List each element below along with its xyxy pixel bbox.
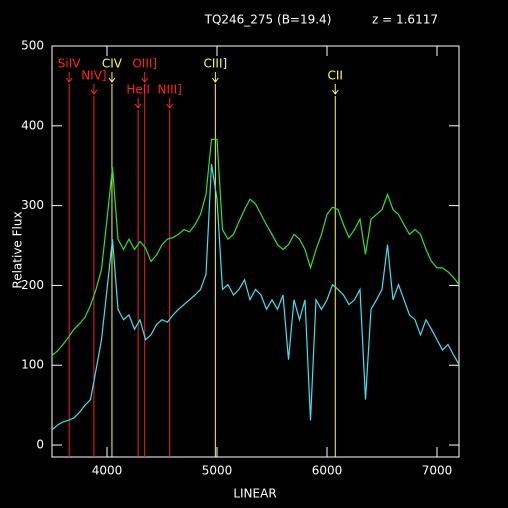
line-arrow: [331, 84, 339, 95]
y-tick-label: 300: [21, 198, 44, 212]
line-label: NIV]: [81, 69, 106, 83]
y-tick-label: 0: [36, 438, 44, 452]
y-tick-label: 400: [21, 118, 44, 132]
y-tick-label: 100: [21, 358, 44, 372]
series-line: [51, 164, 460, 431]
chart-subtitle: z = 1.6117: [372, 13, 438, 27]
y-tick-label: 200: [21, 278, 44, 292]
line-label: NIII]: [158, 83, 182, 97]
x-tick-label: 6000: [312, 464, 343, 478]
line-label: SiIV: [58, 57, 81, 71]
series-line: [51, 138, 460, 357]
line-label: CIII]: [204, 57, 228, 71]
line-label: OIII]: [132, 57, 157, 71]
x-tick-label: 5000: [202, 464, 233, 478]
line-arrow: [134, 98, 142, 109]
line-arrow: [108, 72, 116, 83]
line-arrow: [65, 72, 73, 83]
line-arrow: [166, 98, 174, 109]
line-label: CII: [328, 69, 343, 83]
line-arrow: [211, 72, 219, 83]
line-arrow: [141, 72, 149, 83]
line-label: CIV: [102, 57, 123, 71]
x-tick-label: 4000: [92, 464, 123, 478]
line-label: HeII: [126, 83, 149, 97]
y-tick-label: 500: [21, 39, 44, 53]
line-arrow: [90, 84, 98, 95]
plot-frame: [51, 45, 460, 458]
x-tick-label: 7000: [422, 464, 453, 478]
y-axis-label: Relative Flux: [11, 211, 25, 288]
x-axis-label: LINEAR: [233, 487, 276, 501]
chart-title: TQ246_275 (B=19.4): [204, 13, 332, 27]
